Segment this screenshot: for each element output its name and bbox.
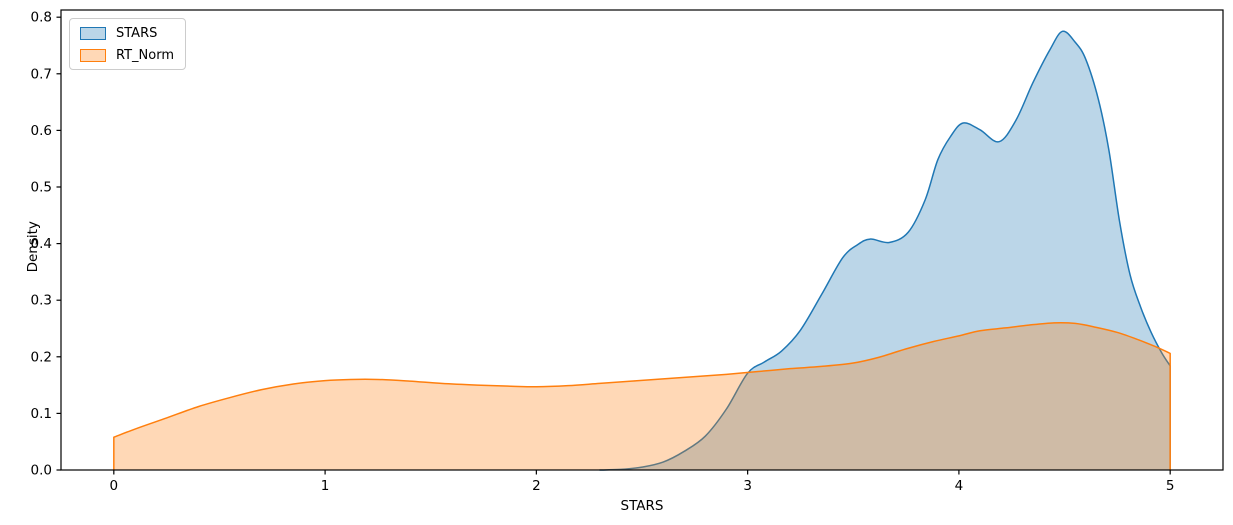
legend-item-stars: STARS xyxy=(80,24,174,42)
x-tick-label: 5 xyxy=(1166,478,1175,494)
legend: STARS RT_Norm xyxy=(69,18,186,70)
y-tick-label: 0.0 xyxy=(31,463,52,479)
y-tick-label: 0.7 xyxy=(31,66,52,82)
kde-fill-rt_norm xyxy=(113,322,1171,470)
rt-norm-swatch-icon xyxy=(80,48,106,62)
kde-line-stars xyxy=(599,30,1171,471)
legend-label-rt-norm: RT_Norm xyxy=(116,47,174,63)
y-tick-label: 0.4 xyxy=(31,236,52,252)
y-axis-label: Density xyxy=(24,221,41,273)
kde-line-rt_norm xyxy=(113,321,1171,471)
x-tick-label: 3 xyxy=(743,478,752,494)
plot-frame xyxy=(60,9,1224,471)
y-tick-label: 0.1 xyxy=(31,406,52,422)
x-axis-label: STARS xyxy=(620,498,664,514)
y-tick-label: 0.2 xyxy=(31,349,52,365)
legend-item-rt-norm: RT_Norm xyxy=(80,46,174,64)
kde-fill-stars xyxy=(599,31,1171,470)
y-tick-label: 0.6 xyxy=(31,123,52,139)
x-tick-label: 2 xyxy=(532,478,541,494)
y-tick-label: 0.5 xyxy=(31,179,52,195)
x-tick-label: 1 xyxy=(321,478,330,494)
legend-label-stars: STARS xyxy=(116,25,158,41)
y-tick-label: 0.8 xyxy=(31,10,52,26)
stars-swatch-icon xyxy=(80,26,106,40)
x-tick-label: 4 xyxy=(955,478,964,494)
x-tick-label: 0 xyxy=(110,478,119,494)
y-tick-label: 0.3 xyxy=(31,293,52,309)
